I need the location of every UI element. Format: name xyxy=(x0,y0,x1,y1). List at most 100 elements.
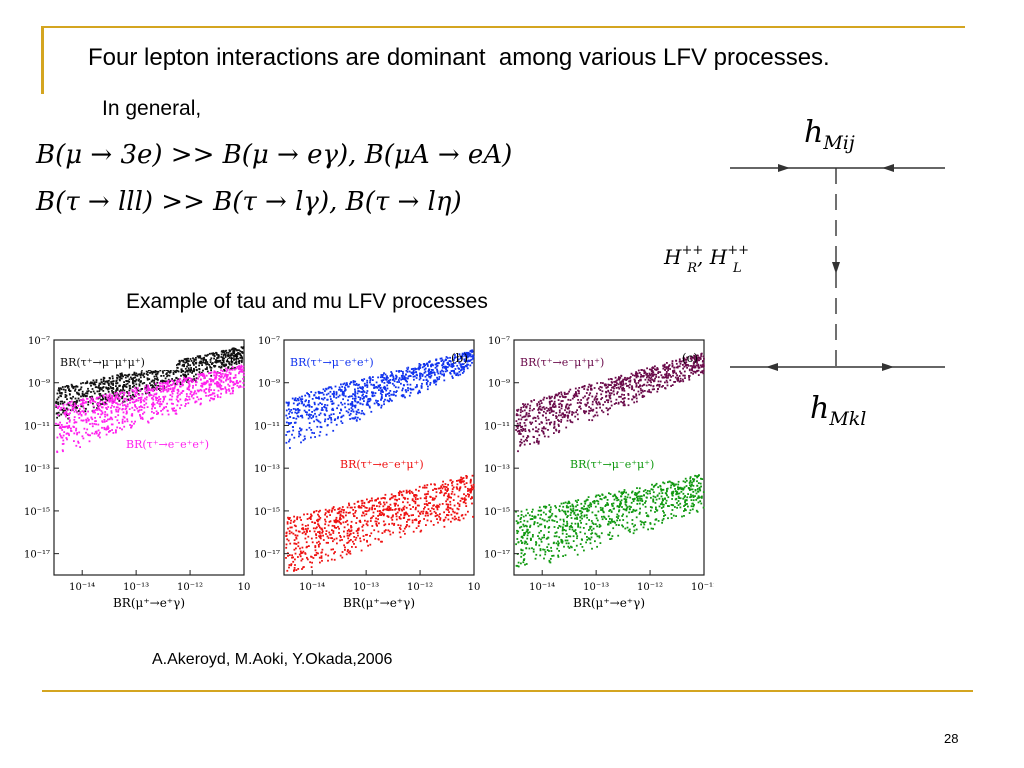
data-point xyxy=(136,391,138,393)
data-point xyxy=(576,402,579,404)
data-point xyxy=(524,540,527,543)
data-point xyxy=(99,431,101,434)
data-point xyxy=(701,370,704,372)
data-point xyxy=(109,396,111,399)
data-point xyxy=(432,497,434,500)
data-point xyxy=(303,409,306,412)
data-point xyxy=(449,360,452,362)
data-point xyxy=(61,400,63,403)
data-point xyxy=(372,384,375,387)
data-point xyxy=(398,509,401,512)
data-point xyxy=(319,421,322,424)
data-point xyxy=(591,403,594,406)
data-point xyxy=(313,401,316,404)
data-point xyxy=(314,391,317,394)
data-point xyxy=(425,512,427,515)
data-point xyxy=(464,353,467,355)
data-point xyxy=(308,404,311,406)
data-point xyxy=(368,405,371,408)
data-point xyxy=(84,413,87,416)
data-point xyxy=(413,378,415,381)
data-point xyxy=(523,422,526,424)
data-point xyxy=(86,433,89,436)
data-point xyxy=(631,387,634,390)
data-point xyxy=(318,556,321,559)
data-point xyxy=(187,369,190,372)
data-point xyxy=(338,507,341,510)
data-point xyxy=(395,370,398,372)
data-point xyxy=(447,514,450,517)
data-point xyxy=(425,495,428,498)
data-point xyxy=(310,566,313,568)
data-point xyxy=(471,351,473,353)
data-point xyxy=(199,356,202,359)
data-point xyxy=(547,435,550,438)
data-point xyxy=(659,371,662,374)
data-point xyxy=(340,416,343,419)
data-point xyxy=(57,407,59,409)
data-point xyxy=(329,520,332,523)
data-point xyxy=(519,518,522,520)
data-point xyxy=(92,382,95,385)
data-point xyxy=(555,393,558,396)
data-point xyxy=(114,416,117,418)
data-point xyxy=(522,428,524,430)
data-point xyxy=(599,542,602,544)
data-point xyxy=(352,397,354,400)
data-point xyxy=(405,489,408,492)
data-point xyxy=(75,403,77,405)
data-point xyxy=(230,357,233,360)
data-point xyxy=(341,508,343,511)
data-point xyxy=(96,390,99,393)
data-point xyxy=(363,396,365,398)
data-point xyxy=(140,373,143,375)
data-point xyxy=(242,346,245,348)
data-point xyxy=(444,370,447,373)
data-point xyxy=(160,410,162,412)
data-point xyxy=(433,372,436,374)
data-point xyxy=(363,391,366,393)
data-point xyxy=(459,500,462,502)
data-point xyxy=(700,352,703,355)
data-point xyxy=(361,388,364,391)
data-point xyxy=(435,488,438,490)
data-point xyxy=(537,409,540,411)
data-point xyxy=(522,561,525,564)
data-point xyxy=(242,374,245,377)
data-point xyxy=(610,400,613,403)
data-point xyxy=(115,408,117,411)
data-point xyxy=(157,370,160,373)
data-point xyxy=(56,450,58,453)
data-point xyxy=(186,370,189,373)
data-point xyxy=(395,378,397,380)
data-point xyxy=(185,403,187,405)
data-point xyxy=(440,489,442,492)
data-point xyxy=(392,495,395,497)
data-point xyxy=(174,382,177,385)
data-point xyxy=(59,421,61,424)
data-point xyxy=(210,352,213,355)
data-point xyxy=(162,374,165,377)
data-point xyxy=(524,424,527,427)
data-point xyxy=(286,401,288,404)
data-point xyxy=(56,398,59,401)
data-point xyxy=(406,380,408,383)
data-point xyxy=(419,365,421,368)
data-point xyxy=(630,511,633,513)
data-point xyxy=(103,428,106,431)
data-point xyxy=(208,372,210,375)
data-point xyxy=(346,506,349,509)
data-point xyxy=(400,370,402,372)
data-point xyxy=(318,397,320,400)
data-point xyxy=(111,400,114,402)
data-point xyxy=(568,525,571,528)
data-point xyxy=(426,374,428,377)
data-point xyxy=(373,384,376,387)
data-point xyxy=(205,360,207,362)
data-point xyxy=(410,388,413,391)
data-point xyxy=(113,392,115,395)
data-point xyxy=(318,530,321,533)
data-point xyxy=(470,349,473,352)
data-point xyxy=(75,385,78,388)
data-point xyxy=(294,397,297,400)
